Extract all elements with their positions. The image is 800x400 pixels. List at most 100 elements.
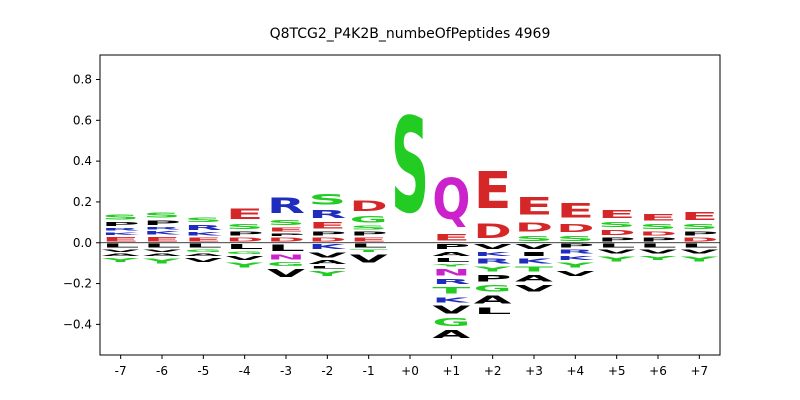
logo-letter-a-posp1-down10: A bbox=[432, 329, 471, 341]
x-tick-label: -1 bbox=[363, 364, 375, 378]
logo-letter-v-posm4-down2: V bbox=[226, 255, 264, 261]
logo-letter-n-posm3-down1: N bbox=[267, 253, 305, 261]
logo-letter-e-posp7-up3: E bbox=[680, 210, 718, 222]
x-tick-label: +0 bbox=[401, 364, 419, 378]
logo-letter-p-posp6-up0: P bbox=[639, 237, 677, 243]
y-tick-label: 0.4 bbox=[73, 154, 92, 168]
logo-letter-d-posm3-up0: D bbox=[267, 237, 305, 243]
logo-letter-l-posm6-down0: L bbox=[143, 243, 181, 249]
logo-letter-e-posm2-up2: E bbox=[308, 221, 346, 231]
logo-letter-k-posp3-down2: K bbox=[515, 257, 554, 265]
logo-letter-l-posm4-down0: L bbox=[226, 243, 264, 251]
logo-letter-v-posp4-down4: V bbox=[556, 269, 594, 277]
logo-letter-v-posm6-down1: V bbox=[143, 249, 181, 253]
logo-letter-r-posm2-up3: R bbox=[308, 208, 346, 220]
logo-letter-e-posm5-up0: E bbox=[184, 237, 222, 243]
logo-letter-s-posp6-up2: S bbox=[639, 222, 677, 230]
x-tick-label: -4 bbox=[239, 364, 251, 378]
logo-letter-a-posm6-down2: A bbox=[143, 253, 181, 257]
logo-letter-r-posm5-up2: R bbox=[184, 224, 222, 232]
logo-letter-v-posp5-down1: V bbox=[598, 249, 636, 255]
y-tick-label: 0.2 bbox=[73, 195, 92, 209]
logo-letter-k-posm5-up1: K bbox=[184, 232, 222, 237]
logo-letter-l-posm5-down0: L bbox=[184, 243, 222, 249]
logo-letter-y-posm6-down3: Y bbox=[142, 257, 181, 265]
logo-letter-k-posm6-up1: K bbox=[143, 231, 181, 236]
logo-letter-l-posp7-down0: L bbox=[680, 243, 718, 249]
logo-letter-r-posp4-down1: R bbox=[556, 249, 594, 255]
logo-letter-v-posm1-down2: V bbox=[350, 253, 389, 265]
y-tick-label: 0.0 bbox=[73, 236, 92, 250]
logo-letter-v-posp3-down0: V bbox=[515, 243, 553, 251]
x-tick-label: +7 bbox=[690, 364, 708, 378]
logo-letter-r-posm7-up2: R bbox=[102, 228, 140, 232]
logo-letter-v-posm2-down1: V bbox=[308, 251, 346, 259]
logo-letter-p-posm7-up3: P bbox=[102, 221, 140, 227]
logo-letter-a-posm5-down2: A bbox=[184, 253, 222, 257]
logo-letter-y-posp7-down2: Y bbox=[679, 255, 718, 263]
logo-letter-l-posp1-down2: L bbox=[432, 257, 470, 263]
x-tick-label: +4 bbox=[566, 364, 584, 378]
logo-letter-d-posp4-up1: D bbox=[556, 222, 594, 234]
logo-letter-p-posp1-down0: P bbox=[432, 243, 470, 251]
logo-letter-k-posm7-up1: K bbox=[102, 232, 140, 236]
logo-letter-g-posm3-down2: G bbox=[267, 261, 305, 267]
logo-letter-r-posm6-up2: R bbox=[143, 227, 181, 231]
logo-letter-p-posp2-down4: P bbox=[474, 273, 512, 283]
logo-letter-d-posm4-up0: D bbox=[226, 237, 264, 243]
logo-letter-t-posp1-down6: T bbox=[432, 286, 470, 296]
x-tick-label: +2 bbox=[484, 364, 502, 378]
logo-letter-k-posp1-down7: K bbox=[432, 296, 471, 304]
logo-letter-r-posp2-down2: R bbox=[474, 257, 512, 265]
axes: −0.4 −0.2 0.0 0.2 0.4 0.6 0.8 -7 -6 -5 -4 -3 -2 -1 +0 +… bbox=[63, 54, 721, 378]
logo-letter-y-posp6-down2: Y bbox=[638, 255, 677, 261]
logo-letter-d-posp5-up1: D bbox=[598, 229, 636, 237]
logo-letter-e-posp5-up3: E bbox=[598, 208, 636, 220]
x-tick-label: -5 bbox=[197, 364, 209, 378]
logo-letter-s-posp7-up2: S bbox=[680, 222, 718, 230]
logo-letter-l-posp6-down0: L bbox=[639, 243, 677, 249]
logo-letter-e-posp4-up2: E bbox=[556, 200, 594, 223]
logo-letter-i-posp3-down1: I bbox=[515, 251, 553, 257]
x-tick-label: +1 bbox=[442, 364, 460, 378]
logo-letter-e-posm1-up0: E bbox=[350, 237, 388, 243]
logo-letter-e-posm4-up3: E bbox=[226, 206, 264, 223]
logo-letter-d-posp3-up1: D bbox=[515, 220, 553, 234]
x-tick-label: +6 bbox=[649, 364, 667, 378]
logo-letter-y-posp2-down3: Y bbox=[473, 265, 512, 273]
logo-letter-p-posp7-up1: P bbox=[680, 231, 718, 237]
y-tick-label: 0.8 bbox=[73, 72, 92, 86]
logo-letter-s-posp0-up0: S bbox=[391, 89, 429, 242]
logo-letter-d-posp7-up0: D bbox=[680, 237, 718, 243]
logo-letter-s-posm1-up2: S bbox=[350, 224, 388, 230]
logo-letter-s-posm7-up4: S bbox=[102, 213, 140, 221]
logo-letter-t-posm1-down1: T bbox=[350, 249, 388, 253]
logo-letter-p-posm2-up1: P bbox=[308, 231, 346, 237]
logo-letter-l-posm2-down3: L bbox=[308, 265, 346, 269]
logo-letter-y-posp5-down2: Y bbox=[597, 255, 636, 263]
logo-letter-y-posm4-down3: Y bbox=[225, 261, 264, 269]
logo-letter-k-posm2-down0: K bbox=[308, 243, 347, 251]
logo-letter-y-posp1-down3: Y bbox=[431, 263, 471, 267]
logo-letter-r-posp1-down5: R bbox=[432, 278, 470, 286]
logo-letter-l-posp5-down0: L bbox=[598, 243, 636, 249]
logo-stacks: EKRPSLVAYEKRPSLVAYEKRSLGAVDPSELGVYDPESRL… bbox=[101, 89, 719, 340]
logo-letter-d-posp2-up0: D bbox=[474, 221, 512, 243]
logo-letter-k-posp4-down2: K bbox=[556, 255, 594, 261]
logo-letter-e-posp2-up1: E bbox=[474, 162, 512, 221]
logo-letter-p-posm4-up1: P bbox=[226, 231, 264, 237]
logo-letter-e-posp6-up3: E bbox=[639, 212, 677, 222]
logo-letter-g-posm5-down1: G bbox=[184, 249, 222, 253]
logo-letter-g-posp1-down9: G bbox=[432, 316, 470, 328]
x-tick-label: -6 bbox=[156, 364, 168, 378]
logo-letter-e-posm3-up2: E bbox=[267, 227, 305, 233]
logo-letter-p-posm1-up1: P bbox=[350, 231, 388, 237]
logo-letter-a-posp1-down1: A bbox=[432, 251, 470, 257]
chart-title: Q8TCG2_P4K2B_numbeOfPeptides 4969 bbox=[270, 26, 551, 42]
x-tick-label: -7 bbox=[115, 364, 127, 378]
logo-letter-y-posm7-down3: Y bbox=[101, 257, 140, 263]
logo-letter-p-posp5-up0: P bbox=[598, 237, 636, 243]
y-tick-label: 0.6 bbox=[73, 113, 92, 127]
